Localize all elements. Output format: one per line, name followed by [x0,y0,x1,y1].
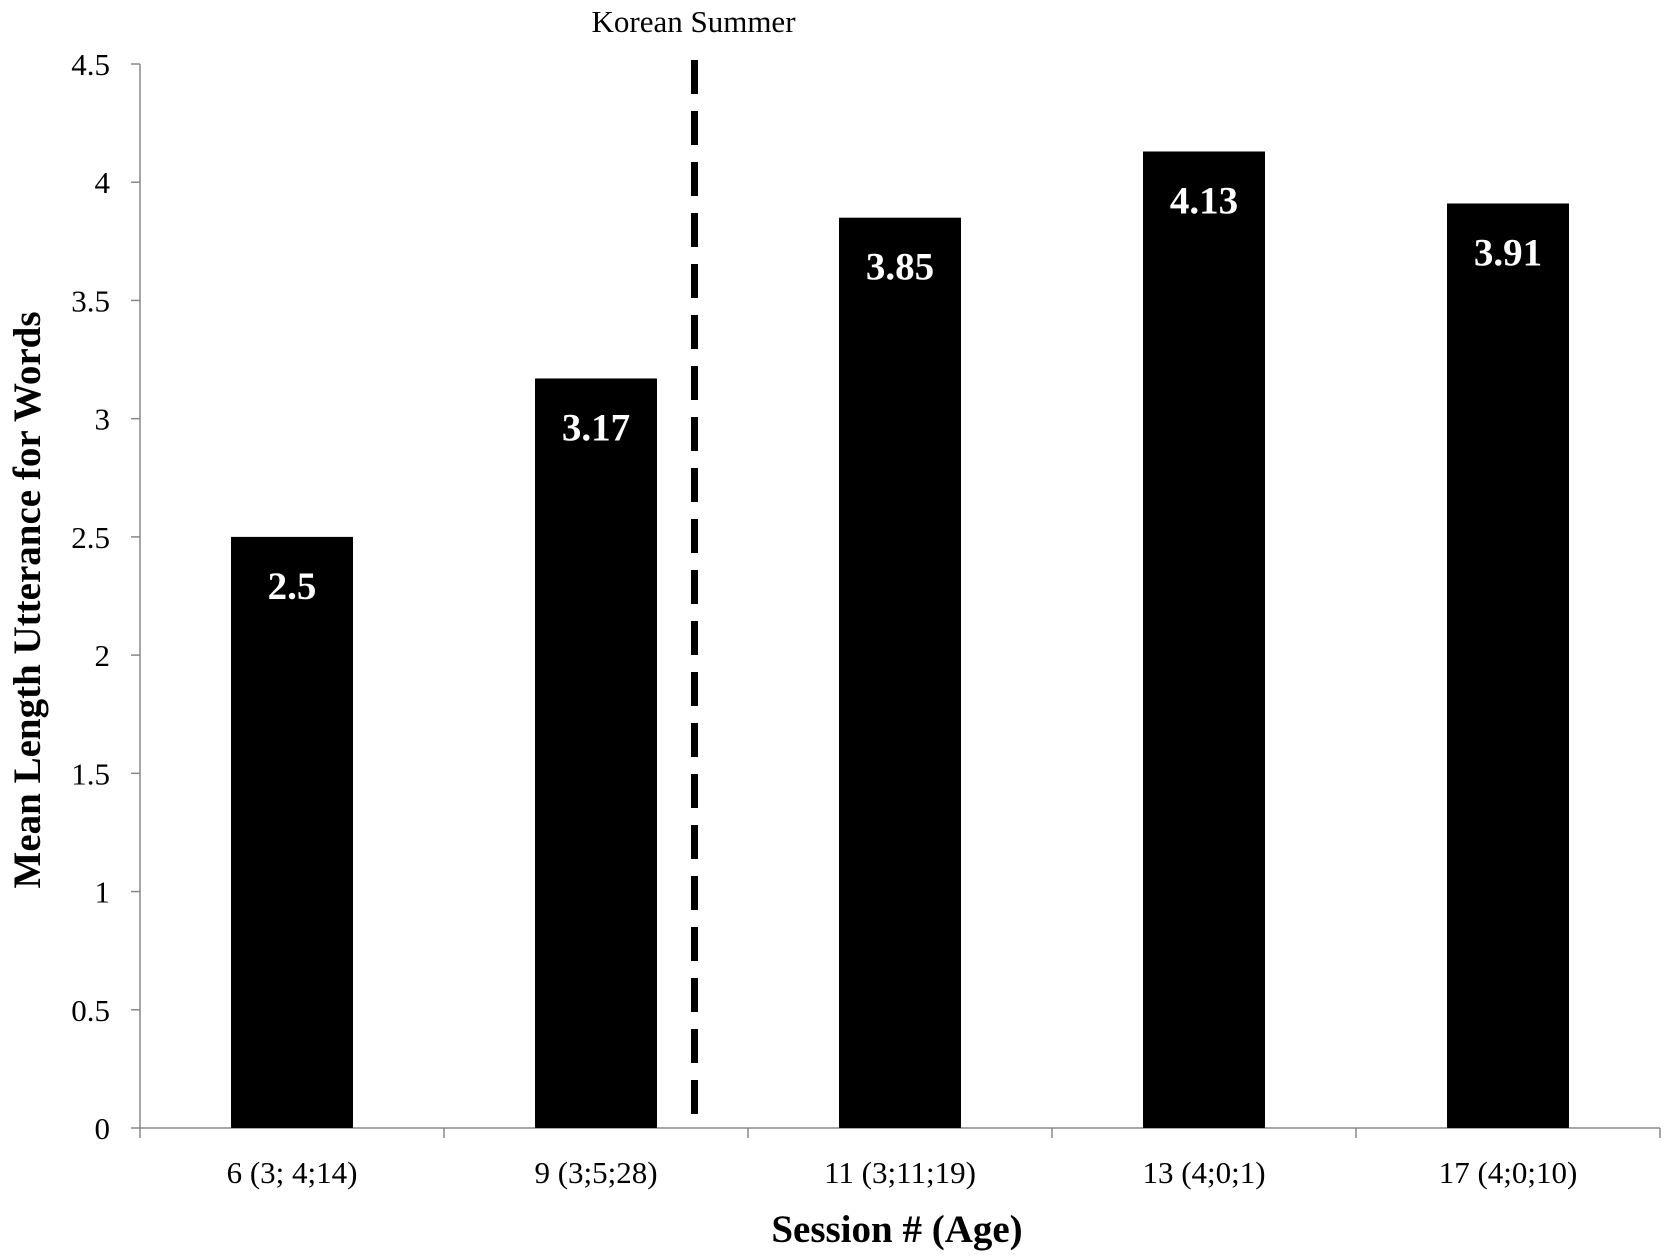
x-tick-label: 17 (4;0;10) [1439,1155,1578,1190]
x-tick-label: 9 (3;5;28) [534,1155,657,1190]
y-tick-label: 0 [95,1111,111,1146]
bars [231,151,1569,1129]
x-tick-label: 13 (4;0;1) [1142,1155,1265,1190]
data-label: 3.85 [866,246,934,289]
data-label: 2.5 [268,565,317,608]
x-tick-label: 11 (3;11;19) [824,1155,976,1190]
x-axis-title: Session # (Age) [771,1208,1022,1251]
y-tick-label: 0.5 [71,993,110,1028]
bar [839,217,961,1128]
x-tick-label: 6 (3; 4;14) [227,1155,358,1190]
y-tick-label: 1 [95,875,111,910]
data-labels: 2.5 3.17 3.85 4.13 3.91 [268,179,1543,607]
y-tick-label: 2 [95,638,111,673]
y-axis-title: Mean Length Utterance for Words [6,312,49,889]
y-tick-label: 3.5 [71,283,110,318]
y-axis: 0 0.5 1 1.5 2 2.5 3 3.5 4 4.5 [71,47,141,1146]
bar [1143,151,1265,1129]
bar [1447,203,1569,1129]
bar [231,536,353,1128]
y-tick-label: 4 [95,165,111,200]
y-tick-label: 1.5 [71,756,110,791]
annotation: Korean Summer [591,4,796,1128]
y-tick-label: 2.5 [71,520,110,555]
x-axis: 6 (3; 4;14) 9 (3;5;28) 11 (3;11;19) 13 (4;0… [139,1127,1661,1190]
y-tick-label: 3 [95,402,111,437]
bar [535,378,657,1129]
annotation-label: Korean Summer [591,4,796,39]
data-label: 3.17 [562,406,630,449]
data-label: 3.91 [1474,232,1542,275]
data-label: 4.13 [1170,179,1238,222]
y-tick-label: 4.5 [71,47,110,82]
